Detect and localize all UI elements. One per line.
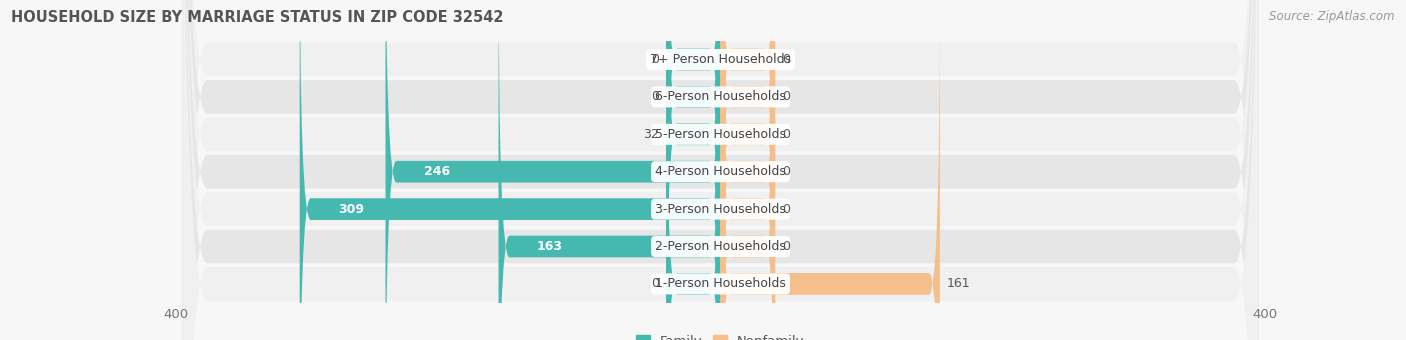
FancyBboxPatch shape [499,0,721,340]
Text: 5-Person Households: 5-Person Households [655,128,786,141]
FancyBboxPatch shape [666,0,721,340]
Text: 0: 0 [651,90,659,103]
FancyBboxPatch shape [183,0,1258,340]
Text: 0: 0 [782,203,790,216]
FancyBboxPatch shape [385,0,721,340]
Text: 6-Person Households: 6-Person Households [655,90,786,103]
FancyBboxPatch shape [183,0,1258,340]
FancyBboxPatch shape [299,0,721,340]
FancyBboxPatch shape [666,0,721,340]
FancyBboxPatch shape [183,0,1258,340]
Text: 1-Person Households: 1-Person Households [655,277,786,290]
FancyBboxPatch shape [666,0,721,340]
Text: 3-Person Households: 3-Person Households [655,203,786,216]
Text: HOUSEHOLD SIZE BY MARRIAGE STATUS IN ZIP CODE 32542: HOUSEHOLD SIZE BY MARRIAGE STATUS IN ZIP… [11,10,503,25]
FancyBboxPatch shape [721,0,775,340]
Text: 4-Person Households: 4-Person Households [655,165,786,178]
FancyBboxPatch shape [721,0,775,340]
Legend: Family, Nonfamily: Family, Nonfamily [631,330,810,340]
FancyBboxPatch shape [666,0,721,340]
Text: 0: 0 [782,128,790,141]
FancyBboxPatch shape [183,0,1258,340]
Text: 0: 0 [782,53,790,66]
Text: 0: 0 [782,240,790,253]
FancyBboxPatch shape [721,0,775,340]
FancyBboxPatch shape [721,0,775,340]
Text: 161: 161 [946,277,970,290]
Text: 246: 246 [423,165,450,178]
FancyBboxPatch shape [721,0,775,340]
Text: 0: 0 [782,165,790,178]
Text: 2-Person Households: 2-Person Households [655,240,786,253]
FancyBboxPatch shape [721,0,939,340]
Text: 0: 0 [651,53,659,66]
Text: 163: 163 [537,240,562,253]
FancyBboxPatch shape [183,0,1258,340]
Text: 0: 0 [651,277,659,290]
FancyBboxPatch shape [183,0,1258,340]
Text: Source: ZipAtlas.com: Source: ZipAtlas.com [1270,10,1395,23]
FancyBboxPatch shape [721,0,775,340]
FancyBboxPatch shape [183,0,1258,340]
Text: 7+ Person Households: 7+ Person Households [650,53,792,66]
Text: 309: 309 [337,203,364,216]
Text: 32: 32 [644,128,659,141]
Text: 0: 0 [782,90,790,103]
